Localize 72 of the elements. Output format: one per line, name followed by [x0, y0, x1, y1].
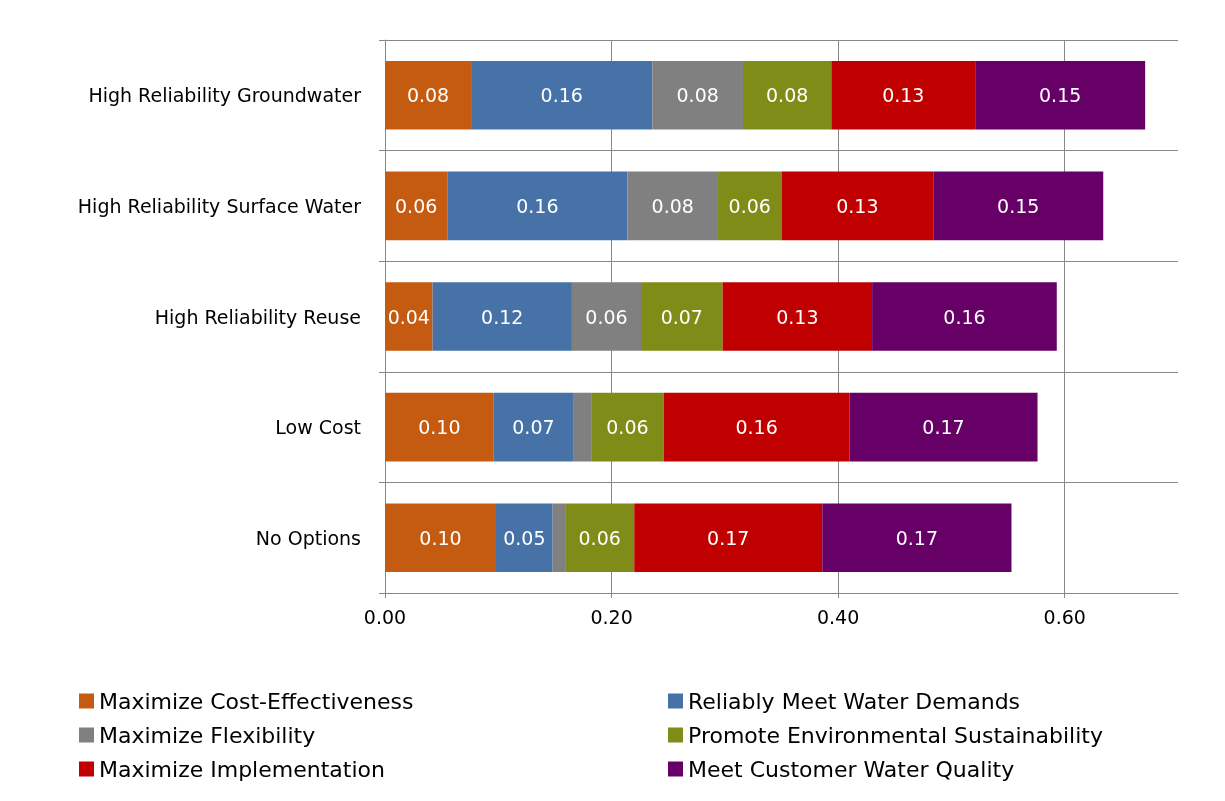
data-label: 0.10 — [419, 526, 462, 549]
data-label: 0.08 — [766, 84, 809, 107]
bar — [742, 61, 832, 130]
data-label: 0.06 — [606, 416, 649, 439]
y-tick-label: High Reliability Groundwater — [88, 84, 362, 107]
bar — [493, 392, 574, 462]
bar — [663, 392, 850, 462]
data-label: 0.08 — [651, 194, 694, 217]
bar — [641, 282, 723, 351]
legend-label: Reliably Meet Water Demands — [688, 688, 1021, 714]
x-tick-label: 0.00 — [363, 605, 407, 628]
data-label: 0.16 — [943, 305, 986, 328]
data-label: 0.12 — [481, 305, 524, 328]
data-label: 0.13 — [776, 305, 819, 328]
y-tick-label: High Reliability Surface Water — [77, 194, 362, 217]
bar — [385, 503, 497, 572]
bar — [385, 171, 448, 241]
bar — [471, 61, 653, 130]
data-label: 0.16 — [540, 84, 583, 107]
bar — [933, 171, 1104, 241]
bar — [447, 171, 628, 241]
data-label: 0.06 — [395, 194, 438, 217]
data-label: 0.06 — [728, 194, 771, 217]
data-label: 0.07 — [660, 305, 703, 328]
legend-label: Maximize Cost-Effectiveness — [99, 688, 414, 714]
data-label: 0.17 — [707, 526, 750, 549]
legend-label: Maximize Flexibility — [99, 722, 316, 748]
bar — [496, 503, 553, 572]
data-label: 0.08 — [676, 84, 719, 107]
y-tick-label: No Options — [255, 526, 361, 549]
bar — [781, 171, 934, 241]
data-label: 0.06 — [585, 305, 628, 328]
data-label: 0.13 — [836, 194, 879, 217]
data-label: 0.17 — [895, 526, 939, 549]
data-label: 0.15 — [997, 194, 1040, 217]
bar — [652, 61, 743, 130]
x-tick-label: 0.40 — [816, 605, 860, 628]
bar — [573, 392, 592, 462]
data-label: 0.04 — [387, 305, 430, 328]
x-tick-label: 0.20 — [590, 605, 633, 628]
bar — [385, 392, 494, 462]
legend-label: Maximize Implementation — [99, 756, 385, 782]
bar — [565, 503, 635, 572]
bar — [591, 392, 664, 462]
bar — [552, 503, 566, 572]
data-label: 0.17 — [922, 416, 965, 439]
data-label: 0.07 — [512, 416, 555, 439]
data-label: 0.13 — [882, 84, 925, 107]
bar — [975, 61, 1146, 130]
legend-label: Promote Environmental Sustainability — [688, 722, 1103, 748]
data-label: 0.15 — [1039, 84, 1082, 107]
bar — [849, 392, 1038, 462]
bar — [432, 282, 572, 351]
x-tick-label: 0.60 — [1043, 605, 1086, 628]
bar — [722, 282, 873, 351]
bar — [634, 503, 823, 572]
bar — [627, 171, 719, 241]
data-label: 0.16 — [735, 416, 778, 439]
bar — [872, 282, 1057, 351]
data-label: 0.10 — [418, 416, 461, 439]
y-tick-label: Low Cost — [275, 416, 361, 439]
data-label: 0.16 — [516, 194, 559, 217]
data-label: 0.08 — [406, 84, 450, 107]
bar — [718, 171, 782, 241]
bar — [822, 503, 1012, 572]
bar — [831, 61, 976, 130]
data-label: 0.06 — [578, 526, 621, 549]
bar — [385, 282, 433, 351]
bar — [385, 61, 472, 130]
data-label: 0.05 — [503, 526, 546, 549]
legend-label: Meet Customer Water Quality — [688, 756, 1015, 782]
y-tick-label: High Reliability Reuse — [154, 305, 361, 328]
